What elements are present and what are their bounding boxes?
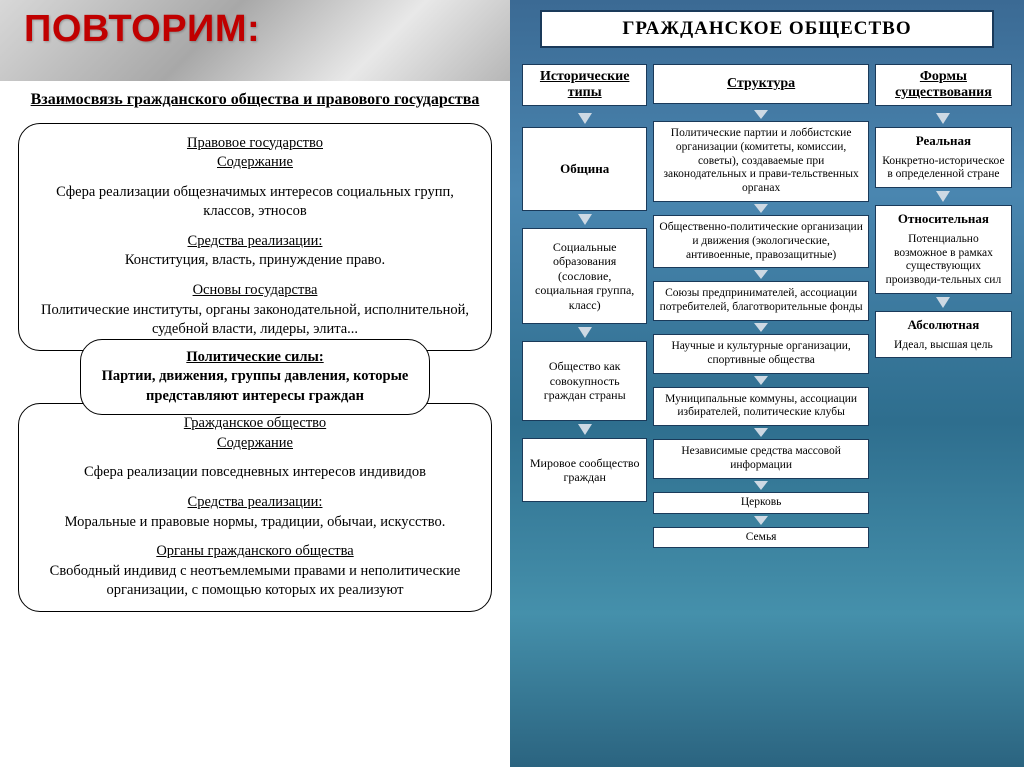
c3-c-text: Идеал, высшая цель	[881, 339, 1006, 353]
upper-h1: Правовое государство	[33, 134, 477, 154]
c2-box-h: Семья	[653, 527, 868, 549]
arrow-icon	[578, 327, 592, 338]
col3-head: Формы существования	[875, 64, 1012, 106]
c3-box-a: Реальная Конкретно-историческое в опреде…	[875, 127, 1012, 188]
arrow-icon	[754, 204, 768, 213]
right-panel: ГРАЖДАНСКОЕ ОБЩЕСТВО Исторические типы О…	[510, 0, 1024, 767]
lower-b1: Органы гражданского общества	[33, 542, 477, 562]
c1-box-d: Мировое сообщество граждан	[522, 438, 647, 502]
arrow-icon	[754, 428, 768, 437]
col-structure: Структура Политические партии и лоббистс…	[653, 64, 868, 548]
c2-box-d: Научные и культурные организации, спорти…	[653, 334, 868, 374]
c3-a-text: Конкретно-историческое в определенной ст…	[881, 155, 1006, 183]
arrow-icon	[754, 376, 768, 385]
arrow-icon	[754, 110, 768, 119]
upper-h2: Содержание	[33, 153, 477, 173]
c2-box-c: Союзы предпринимателей, ассоциации потре…	[653, 281, 868, 321]
lower-b2: Свободный индивид с неотъемлемыми правам…	[33, 562, 477, 601]
lower-p1: Сфера реализации повседневных интересов …	[33, 463, 477, 483]
col-historical: Исторические типы Община Социальные обра…	[522, 64, 647, 548]
arrow-icon	[754, 516, 768, 525]
c2-box-g: Церковь	[653, 492, 868, 514]
right-title: ГРАЖДАНСКОЕ ОБЩЕСТВО	[540, 10, 994, 48]
c3-c-title: Абсолютная	[881, 317, 1006, 333]
c1-box-c: Общество как совокупность граждан страны	[522, 341, 647, 421]
mid-h: Политические силы:	[91, 348, 420, 368]
upper-box: Правовое государство Содержание Сфера ре…	[18, 123, 492, 351]
middle-box: Политические силы: Партии, движения, гру…	[80, 339, 431, 416]
mid-p: Партии, движения, группы давления, котор…	[91, 367, 420, 406]
right-columns: Исторические типы Община Социальные обра…	[520, 64, 1014, 548]
col1-head: Исторические типы	[522, 64, 647, 106]
arrow-icon	[578, 214, 592, 225]
arrow-icon	[578, 113, 592, 124]
c2-box-b: Общественно-политические организации и д…	[653, 215, 868, 268]
lower-m2: Моральные и правовые нормы, традиции, об…	[33, 513, 477, 533]
arrow-icon	[754, 270, 768, 279]
arrow-icon	[754, 323, 768, 332]
c3-b-title: Относительная	[881, 211, 1006, 227]
upper-m2: Конституция, власть, принуждение право.	[33, 251, 477, 271]
c1-box-b: Социальные образования (сословие, социал…	[522, 228, 647, 324]
lower-h1: Гражданское общество	[33, 414, 477, 434]
arrow-icon	[754, 481, 768, 490]
c3-a-title: Реальная	[881, 133, 1006, 149]
c2-box-e: Муниципальные коммуны, ассоциации избира…	[653, 387, 868, 427]
upper-b2: Политические институты, органы законодат…	[33, 301, 477, 340]
c2-box-f: Независимые средства массовой информации	[653, 439, 868, 479]
lower-box: Гражданское общество Содержание Сфера ре…	[18, 403, 492, 612]
arrow-icon	[936, 191, 950, 202]
upper-p1: Сфера реализации общезначимых интересов …	[33, 183, 477, 222]
left-heading: Взаимосвязь гражданского общества и прав…	[18, 89, 492, 111]
slide-title: ПОВТОРИМ:	[0, 8, 510, 51]
c1-box-a: Община	[522, 127, 647, 211]
lower-h2: Содержание	[33, 434, 477, 454]
upper-m1: Средства реализации:	[33, 232, 477, 252]
c3-b-text: Потенциально возможное в рамках существу…	[881, 233, 1006, 288]
c2-box-a: Политические партии и лоббистские органи…	[653, 121, 868, 202]
arrow-icon	[578, 424, 592, 435]
arrow-icon	[936, 297, 950, 308]
left-panel: ПОВТОРИМ: Взаимосвязь гражданского общес…	[0, 0, 510, 767]
upper-b1: Основы государства	[33, 281, 477, 301]
page: ПОВТОРИМ: Взаимосвязь гражданского общес…	[0, 0, 1024, 767]
lower-m1: Средства реализации:	[33, 493, 477, 513]
c3-box-c: Абсолютная Идеал, высшая цель	[875, 311, 1012, 358]
left-content: Взаимосвязь гражданского общества и прав…	[0, 81, 510, 622]
arrow-icon	[936, 113, 950, 124]
c3-box-b: Относительная Потенциально возможное в р…	[875, 205, 1012, 294]
col2-head: Структура	[653, 64, 868, 104]
col-forms: Формы существования Реальная Конкретно-и…	[875, 64, 1012, 548]
